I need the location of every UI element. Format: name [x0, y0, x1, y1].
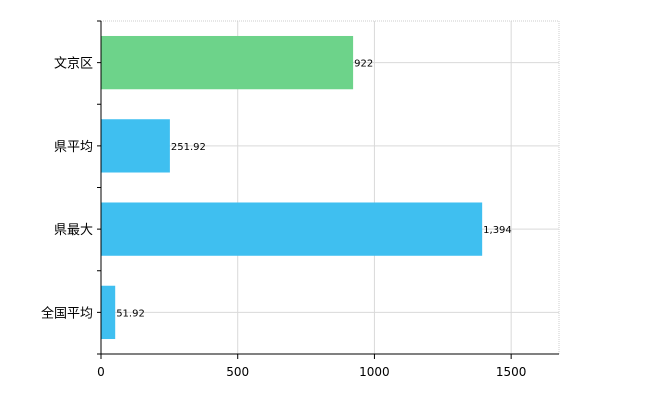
- x-tick-label: 500: [226, 365, 249, 379]
- x-tick-label: 0: [97, 365, 105, 379]
- category-label: 県最大: [54, 223, 93, 238]
- data-label: 1,394: [483, 225, 512, 236]
- data-label: 251.92: [171, 142, 206, 153]
- data-label: 922: [354, 59, 373, 70]
- category-label: 全国平均: [41, 305, 93, 321]
- bar: [101, 202, 483, 256]
- bar: [101, 119, 170, 173]
- x-tick-label: 1500: [496, 365, 527, 379]
- x-tick-label: 1000: [359, 365, 390, 379]
- data-label: 51.92: [116, 308, 145, 319]
- category-label: 県平均: [54, 140, 93, 155]
- category-label: 文京区: [54, 57, 93, 72]
- bars: [101, 35, 483, 340]
- axes: [97, 20, 559, 359]
- bar: [101, 285, 116, 340]
- bar: [101, 35, 354, 90]
